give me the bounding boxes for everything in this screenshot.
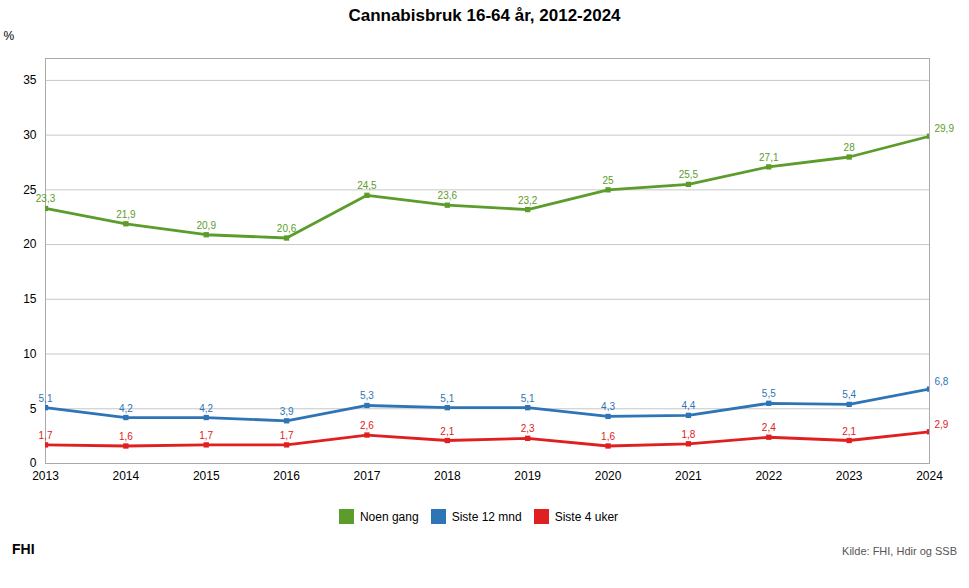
svg-text:1,7: 1,7 [39, 430, 53, 441]
svg-text:5,1: 5,1 [521, 393, 535, 404]
svg-text:2,4: 2,4 [762, 422, 776, 433]
svg-text:5,3: 5,3 [360, 390, 374, 401]
svg-text:1,8: 1,8 [681, 429, 695, 440]
svg-text:20,9: 20,9 [196, 220, 216, 231]
svg-text:5,5: 5,5 [762, 388, 776, 399]
svg-text:15: 15 [23, 292, 37, 306]
svg-text:4,4: 4,4 [681, 400, 695, 411]
svg-text:23,2: 23,2 [518, 195, 538, 206]
html-text:Siste 12 mnd: Siste 12 mnd [451, 509, 522, 524]
svg-text:2023: 2023 [836, 469, 863, 483]
svg-text:2018: 2018 [434, 469, 461, 483]
svg-text:2,6: 2,6 [360, 420, 374, 431]
html-text:Cannabisbruk 16-64 år, 2012-20: Cannabisbruk 16-64 år, 2012-2024 [348, 6, 621, 25]
html-text:Siste 4 uker: Siste 4 uker [554, 509, 619, 524]
html-text:Noen gang: Noen gang [359, 509, 419, 524]
svg-text:2021: 2021 [675, 469, 702, 483]
svg-text:2024: 2024 [916, 469, 943, 483]
svg-text:25: 25 [602, 175, 614, 186]
svg-text:4,2: 4,2 [199, 403, 213, 414]
svg-text:2,9: 2,9 [935, 419, 949, 430]
svg-text:20: 20 [23, 237, 37, 251]
svg-text:2014: 2014 [113, 469, 140, 483]
svg-text:5,1: 5,1 [440, 393, 454, 404]
svg-text:5,1: 5,1 [39, 393, 53, 404]
svg-text:5,4: 5,4 [842, 389, 856, 400]
svg-text:6,8: 6,8 [935, 376, 949, 387]
svg-text:10: 10 [23, 347, 37, 361]
svg-text:30: 30 [23, 128, 37, 142]
svg-text:27,1: 27,1 [759, 152, 779, 163]
svg-text:2022: 2022 [755, 469, 782, 483]
svg-text:24,5: 24,5 [357, 180, 377, 191]
svg-text:1,7: 1,7 [199, 430, 213, 441]
html-text:Kilde: FHI, Hdir og SSB: Kilde: FHI, Hdir og SSB [842, 545, 957, 557]
svg-text:1,7: 1,7 [280, 430, 294, 441]
svg-text:3,9: 3,9 [280, 406, 294, 417]
svg-text:2015: 2015 [193, 469, 220, 483]
svg-text:%: % [4, 29, 15, 43]
svg-text:20,6: 20,6 [277, 223, 297, 234]
svg-text:21,9: 21,9 [116, 209, 136, 220]
svg-text:1,6: 1,6 [119, 431, 133, 442]
svg-text:2,1: 2,1 [842, 426, 856, 437]
svg-text:2019: 2019 [514, 469, 541, 483]
svg-text:0: 0 [29, 456, 37, 471]
svg-text:25: 25 [23, 183, 37, 197]
svg-text:23,3: 23,3 [36, 193, 56, 204]
svg-text:29,9: 29,9 [935, 123, 955, 134]
svg-text:2016: 2016 [273, 469, 300, 483]
svg-text:2020: 2020 [595, 469, 622, 483]
svg-text:35: 35 [23, 73, 37, 87]
svg-text:2,1: 2,1 [440, 426, 454, 437]
svg-text:4,3: 4,3 [601, 401, 615, 412]
svg-text:25,5: 25,5 [679, 169, 699, 180]
html-text:FHI: FHI [12, 541, 35, 557]
svg-text:1,6: 1,6 [601, 431, 615, 442]
svg-text:5: 5 [30, 402, 37, 416]
svg-text:2013: 2013 [32, 469, 59, 483]
svg-text:23,6: 23,6 [438, 190, 458, 201]
svg-text:28: 28 [844, 142, 856, 153]
svg-text:2,3: 2,3 [521, 423, 535, 434]
svg-text:4,2: 4,2 [119, 403, 133, 414]
svg-text:2017: 2017 [354, 469, 381, 483]
